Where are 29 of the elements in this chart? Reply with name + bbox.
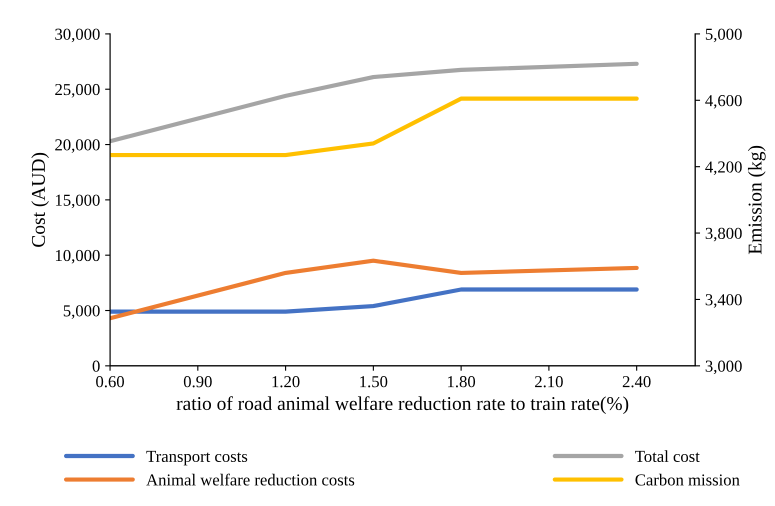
- y2-tick-label: 5,000: [706, 28, 742, 42]
- y2-tick-label: 3,800: [706, 228, 742, 242]
- y-axis-title: Cost (AUD): [31, 152, 49, 247]
- x-axis-title: ratio of road animal welfare reduction rate to train rate(%): [176, 396, 628, 414]
- x-tick-label: 2.10: [535, 376, 563, 388]
- x-tick-label: 0.60: [96, 376, 124, 388]
- y-tick-label: 25,000: [55, 84, 100, 98]
- y-tick-label: 15,000: [56, 194, 100, 208]
- legend-label: Total cost: [635, 450, 700, 462]
- legend-label: Carbon mission: [636, 474, 740, 486]
- y-tick-label: 30,000: [55, 28, 100, 42]
- x-tick-label: 1.50: [360, 376, 388, 388]
- line-series: [110, 258, 639, 320]
- y-tick-label: 5,000: [64, 305, 100, 319]
- legend-label: Transport costs: [146, 450, 248, 466]
- y2-tick-label: 3,000: [706, 360, 742, 374]
- y2-tick-label: 4,600: [705, 94, 742, 109]
- x-tick-label: 2.40: [622, 376, 651, 388]
- line-series: [110, 62, 639, 144]
- y-tick-label: 0: [92, 360, 100, 372]
- y-tick-label: 10,000: [56, 250, 100, 264]
- y2-axis-title: Emission (kg): [748, 146, 766, 254]
- y2-tick-label: 4,200: [705, 161, 742, 176]
- legend-label: Animal welfare reduction costs: [146, 474, 354, 486]
- x-tick-label: 1.80: [448, 376, 476, 388]
- y2-tick-label: 3,400: [706, 294, 742, 308]
- y-tick-label: 20,000: [55, 139, 100, 153]
- x-tick-label: 1.20: [272, 376, 300, 388]
- x-tick-label: 0.90: [184, 376, 212, 388]
